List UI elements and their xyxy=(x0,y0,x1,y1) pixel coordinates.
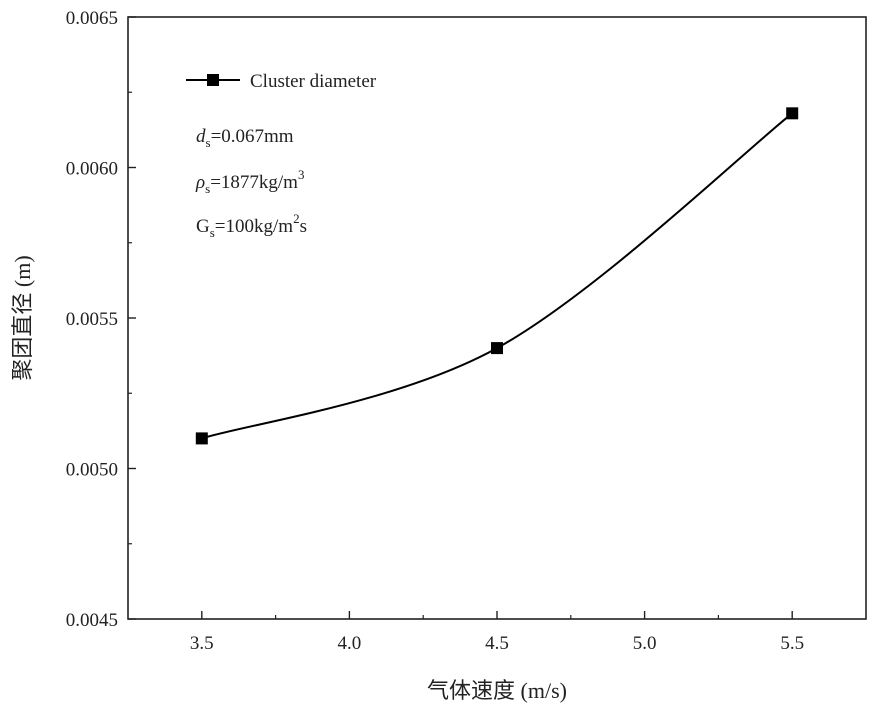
plot-frame xyxy=(127,16,867,620)
annotations: ds=0.067mm ρs=1877kg/m3 Gs=100kg/m2s xyxy=(195,126,307,240)
data-point xyxy=(491,342,503,355)
y-tick-label: 0.0045 xyxy=(66,610,118,631)
y-tick-label: 0.0060 xyxy=(66,159,118,180)
x-tick-label: 3.5 xyxy=(190,633,214,654)
y-tick-label: 0.0065 xyxy=(66,8,118,29)
x-tick-label: 4.5 xyxy=(485,633,509,654)
series-layer xyxy=(195,107,799,445)
legend: Cluster diameter xyxy=(186,71,377,92)
annotation-particle-density: ρs=1877kg/m3 xyxy=(195,167,304,196)
legend-marker xyxy=(207,74,219,86)
data-point xyxy=(195,432,208,445)
x-tick-label: 4.0 xyxy=(338,633,362,654)
ticks-layer: 3.5 4.0 4.5 5.0 5.5 0.0045 0.0050 0.0055 0.0060 0… xyxy=(66,8,804,654)
annotation-solid-flux: Gs=100kg/m2s xyxy=(196,211,307,240)
x-axis-title: 气体速度 (m/s) xyxy=(427,678,567,703)
y-tick-label: 0.0050 xyxy=(66,460,118,481)
series-line xyxy=(201,112,793,440)
y-tick-label: 0.0055 xyxy=(66,309,118,330)
y-axis-title: 聚团直径 (m) xyxy=(10,255,35,380)
legend-label: Cluster diameter xyxy=(250,71,377,92)
annotation-particle-diameter: ds=0.067mm xyxy=(196,126,294,150)
x-tick-label: 5.5 xyxy=(780,633,804,654)
x-tick-label: 5.0 xyxy=(633,633,657,654)
data-point xyxy=(786,107,799,120)
